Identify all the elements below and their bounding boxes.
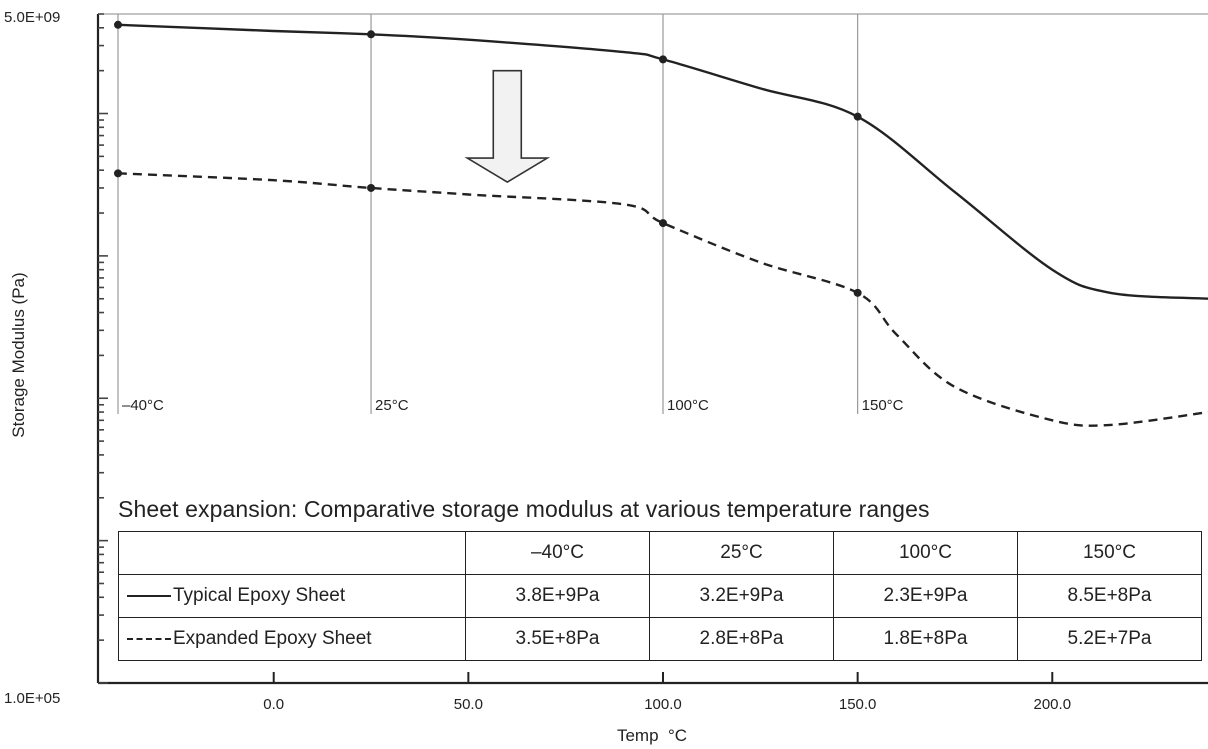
marker-points <box>114 20 862 297</box>
series-lines <box>117 23 1208 427</box>
typical-epoxy-line <box>117 23 1208 300</box>
table-header-cell: 100°C <box>833 531 1018 575</box>
table-row: Typical Epoxy Sheet 3.8E+9Pa 3.2E+9Pa 2.… <box>118 574 1202 618</box>
table-cell: 8.5E+8Pa <box>1017 574 1202 618</box>
decrease-arrow <box>464 69 551 183</box>
expanded-data-point <box>659 219 667 228</box>
table-header-cell: –40°C <box>465 531 650 575</box>
dashed-line-swatch <box>127 637 171 640</box>
x-tick-label: 150.0 <box>839 696 877 713</box>
legend-label: Typical Epoxy Sheet <box>173 585 346 606</box>
table-header-cell <box>118 531 466 575</box>
temperature-marker-label: 150°C <box>862 397 904 414</box>
typical-data-point <box>659 55 667 64</box>
table-cell: 2.8E+8Pa <box>649 617 834 661</box>
expanded-data-point <box>367 183 376 192</box>
temperature-marker-label: 100°C <box>667 397 709 414</box>
typical-data-point <box>114 20 122 29</box>
comparison-table: –40°C 25°C 100°C 150°C Typical Epoxy She… <box>118 531 1202 661</box>
legend-entry-expanded: Expanded Epoxy Sheet <box>118 617 466 661</box>
temperature-marker-label: 25°C <box>375 397 409 414</box>
x-tick-label: 0.0 <box>263 696 284 713</box>
x-tick-label: 200.0 <box>1034 696 1072 713</box>
y-axis-ticks <box>98 13 108 684</box>
x-axis-ticks: 0.0 50.0 100.0 150.0 200.0 <box>263 672 1071 713</box>
x-axis-title: Temp °C <box>617 726 687 745</box>
x-tick-label: 100.0 <box>644 696 682 713</box>
legend-entry-typical: Typical Epoxy Sheet <box>118 574 466 618</box>
down-arrow-icon <box>464 69 551 183</box>
table-caption: Sheet expansion: Comparative storage mod… <box>118 496 930 522</box>
typical-data-point <box>367 30 376 39</box>
table-header-cell: 150°C <box>1017 531 1202 575</box>
expanded-data-point <box>114 169 122 178</box>
table-row: Expanded Epoxy Sheet 3.5E+8Pa 2.8E+8Pa 1… <box>118 617 1202 661</box>
table-cell: 2.3E+9Pa <box>833 574 1018 618</box>
legend-label: Expanded Epoxy Sheet <box>173 628 372 649</box>
table-cell: 3.5E+8Pa <box>465 617 650 661</box>
table-cell: 3.2E+9Pa <box>649 574 834 618</box>
expanded-data-point <box>853 288 862 297</box>
typical-data-point <box>853 112 862 121</box>
solid-line-swatch <box>127 594 171 597</box>
table-cell: 3.8E+9Pa <box>465 574 650 618</box>
table-header-row: –40°C 25°C 100°C 150°C <box>118 531 1202 575</box>
y-axis-max-label: 5.0E+09 <box>4 9 60 26</box>
temperature-marker-label: –40°C <box>122 397 164 414</box>
x-tick-label: 50.0 <box>454 696 483 713</box>
y-axis-title: Storage Modulus (Pa) <box>9 272 28 437</box>
table-cell: 1.8E+8Pa <box>833 617 1018 661</box>
temperature-marker-lines: –40°C 25°C 100°C 150°C <box>117 14 904 414</box>
table-cell: 5.2E+7Pa <box>1017 617 1202 661</box>
expanded-epoxy-line <box>117 172 1208 427</box>
y-axis-min-label: 1.0E+05 <box>4 690 60 707</box>
table-header-cell: 25°C <box>649 531 834 575</box>
